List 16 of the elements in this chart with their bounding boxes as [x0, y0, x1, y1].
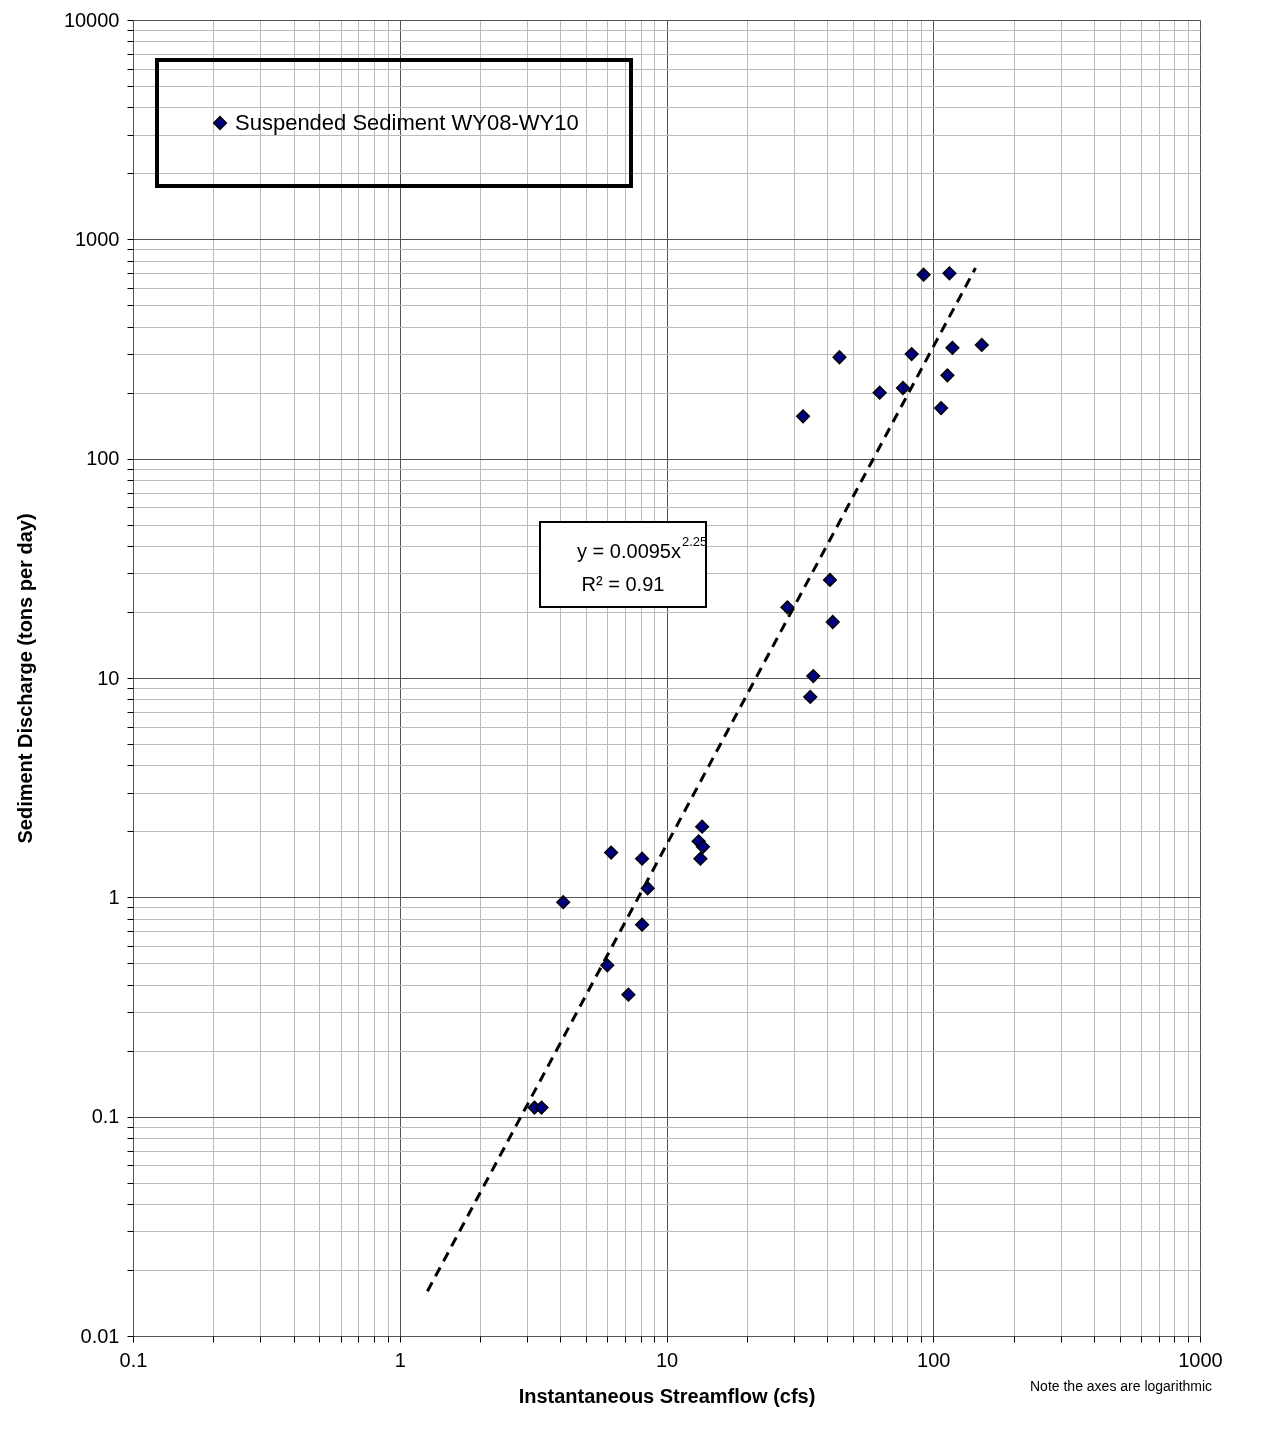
y-tick-label: 0.01: [80, 1324, 120, 1347]
y-tick-label: 100: [86, 447, 120, 470]
y-tick-label: 10: [97, 666, 120, 689]
y-tick-label: 1000: [75, 227, 120, 250]
text: Note the axes are logarithmic: [1030, 1378, 1213, 1394]
x-tick-label: 100: [917, 1348, 951, 1371]
x-tick-label: 1: [394, 1348, 406, 1371]
y-tick-label: 1: [108, 885, 120, 908]
x-tick-label: 1000: [1178, 1348, 1223, 1371]
annotation: R² = 0.91: [581, 573, 665, 595]
x-tick-label: 0.1: [119, 1348, 148, 1371]
x-axis-title: Instantaneous Streamflow (cfs): [518, 1384, 816, 1407]
y-axis-title: Sediment Discharge (tons per day): [13, 513, 36, 844]
y-tick-label: 10000: [63, 8, 120, 31]
x-tick-label: 10: [655, 1348, 679, 1371]
y-tick-label: 0.1: [91, 1105, 120, 1128]
